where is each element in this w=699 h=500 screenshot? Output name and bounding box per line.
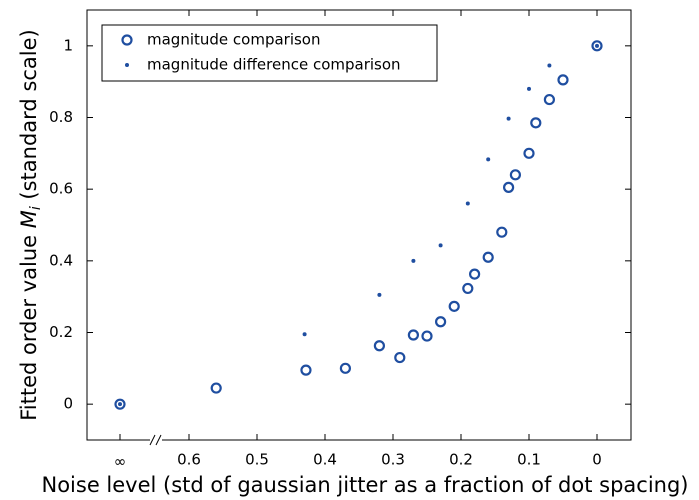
- x-axis-label: Noise level (std of gaussian jitter as a…: [41, 473, 688, 497]
- legend-marker: [125, 63, 129, 67]
- plot-frame: [86, 9, 632, 441]
- point: [448, 300, 460, 312]
- x-tick-label: 0.1: [517, 451, 541, 469]
- point: [469, 268, 481, 280]
- legend-marker: [121, 34, 133, 46]
- point: [210, 382, 222, 394]
- point: [496, 226, 508, 238]
- point: [527, 86, 531, 91]
- point: [506, 116, 511, 121]
- y-tick-label: 0.4: [49, 251, 73, 269]
- point: [523, 147, 535, 159]
- legend-label: magnitude comparison: [147, 31, 321, 49]
- point: [300, 364, 312, 376]
- y-tick-label: 0.6: [49, 180, 73, 198]
- break-gap: [150, 434, 162, 446]
- point: [411, 258, 416, 263]
- point: [465, 201, 470, 206]
- break-mark: [155, 434, 162, 446]
- point: [482, 251, 494, 263]
- point: [435, 316, 447, 328]
- y-axis-label: Fitted order value Mi (standard scale): [17, 29, 44, 421]
- point: [543, 93, 556, 106]
- y-label-part: Fitted order value: [17, 228, 41, 421]
- point: [503, 181, 515, 193]
- point: [407, 329, 419, 341]
- x-tick-label: 0.4: [313, 451, 337, 469]
- point: [509, 169, 522, 181]
- x-tick-label: 0.5: [245, 451, 269, 469]
- point: [591, 40, 603, 52]
- legend-box: [101, 24, 438, 82]
- legend-label: magnitude difference comparison: [147, 56, 401, 74]
- point: [462, 282, 474, 295]
- x-tick-label: ∞: [114, 453, 127, 471]
- y-label-part: i: [28, 206, 44, 210]
- x-tick-label: 0.3: [381, 451, 405, 469]
- point: [486, 157, 491, 162]
- x-tick-label: 0.2: [449, 451, 473, 469]
- point: [595, 43, 599, 48]
- point: [114, 398, 126, 410]
- y-tick-label: 0.2: [49, 323, 73, 341]
- point: [118, 402, 122, 407]
- point: [394, 351, 406, 364]
- y-label-part: M: [17, 210, 41, 228]
- point: [377, 292, 382, 297]
- axis-break: [149, 434, 162, 446]
- point: [421, 330, 433, 342]
- y-tick-label: 0.8: [49, 108, 73, 126]
- break-mark: [149, 434, 156, 446]
- point: [339, 362, 351, 374]
- y-tick-label: 1: [63, 36, 73, 54]
- point: [557, 74, 569, 86]
- y-label-part: (standard scale): [17, 29, 41, 206]
- y-tick-label: 0: [63, 395, 73, 413]
- point: [302, 332, 307, 337]
- point: [438, 243, 443, 248]
- point: [373, 340, 385, 352]
- x-tick-label: 0: [592, 451, 602, 469]
- point: [530, 117, 542, 129]
- x-tick-label: 0.6: [177, 451, 201, 469]
- point: [547, 63, 552, 68]
